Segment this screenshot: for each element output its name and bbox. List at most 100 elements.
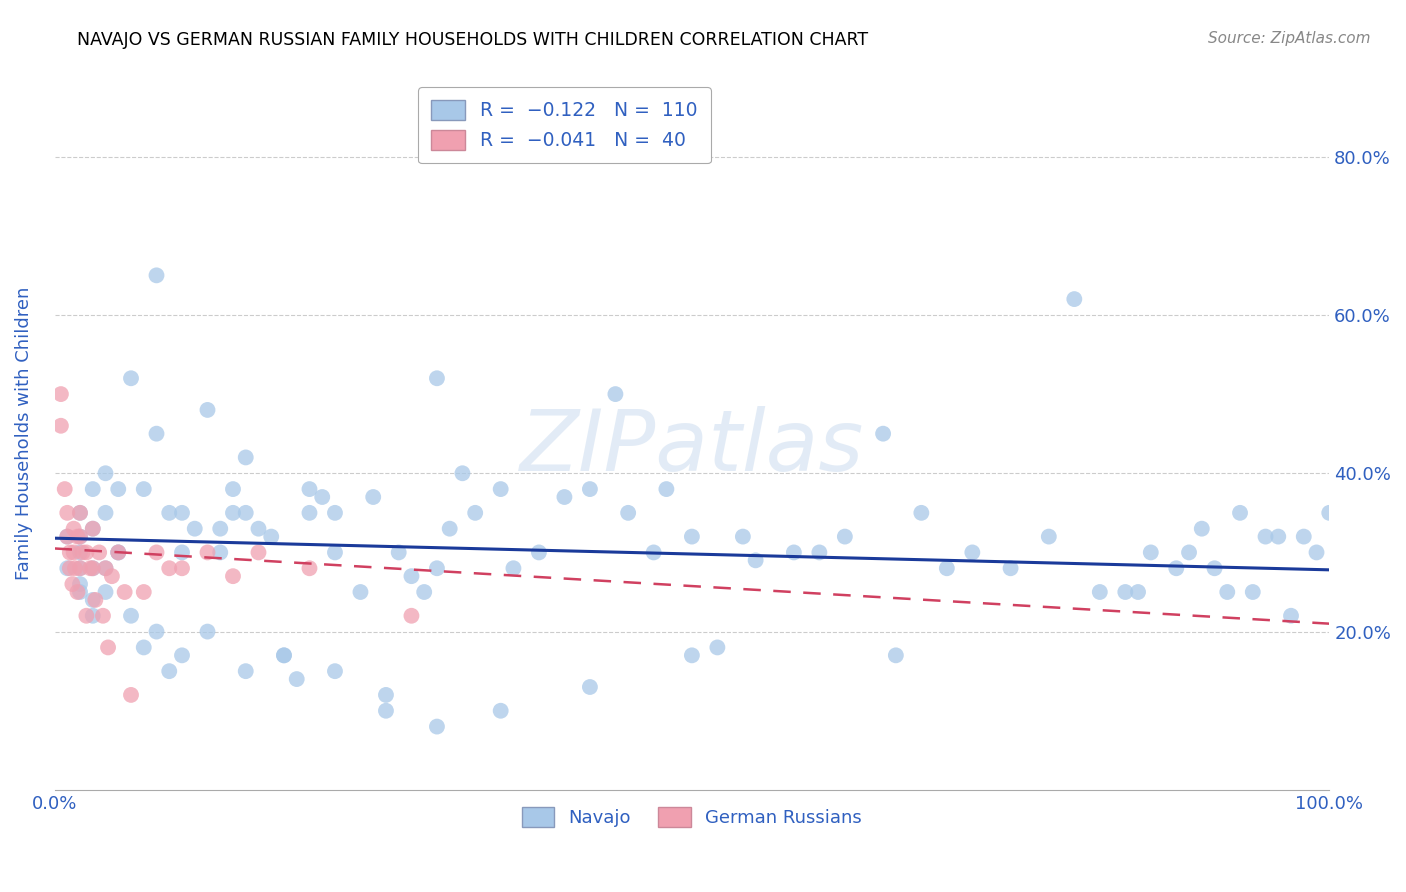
Point — [1088, 585, 1111, 599]
Point — [170, 561, 193, 575]
Point — [69, 530, 91, 544]
Point — [260, 530, 283, 544]
Point — [1063, 292, 1085, 306]
Point — [82, 561, 104, 575]
Point — [56, 530, 79, 544]
Point — [1178, 545, 1201, 559]
Text: NAVAJO VS GERMAN RUSSIAN FAMILY HOUSEHOLDS WITH CHILDREN CORRELATION CHART: NAVAJO VS GERMAN RUSSIAN FAMILY HOUSEHOL… — [77, 31, 869, 49]
Point — [145, 268, 167, 283]
Point — [349, 585, 371, 599]
Point — [59, 545, 82, 559]
Point — [59, 561, 82, 575]
Point — [1317, 506, 1340, 520]
Point — [426, 371, 449, 385]
Point — [962, 545, 984, 559]
Point — [1139, 545, 1161, 559]
Point — [72, 545, 94, 559]
Legend: Navajo, German Russians: Navajo, German Russians — [515, 800, 869, 834]
Point — [579, 482, 602, 496]
Point — [298, 482, 321, 496]
Point — [323, 664, 346, 678]
Point — [56, 530, 79, 544]
Point — [375, 704, 398, 718]
Point — [170, 506, 193, 520]
Point — [579, 680, 602, 694]
Point — [62, 522, 84, 536]
Point — [94, 585, 117, 599]
Point — [311, 490, 333, 504]
Point — [323, 506, 346, 520]
Point — [1114, 585, 1136, 599]
Point — [489, 704, 512, 718]
Point — [1305, 545, 1327, 559]
Point — [222, 506, 245, 520]
Point — [489, 482, 512, 496]
Point — [426, 720, 449, 734]
Point — [170, 648, 193, 663]
Point — [94, 467, 117, 481]
Point — [89, 545, 111, 559]
Point — [145, 624, 167, 639]
Point — [69, 545, 91, 559]
Point — [502, 561, 524, 575]
Point — [75, 608, 97, 623]
Point — [451, 467, 474, 481]
Point — [426, 561, 449, 575]
Point — [69, 585, 91, 599]
Point — [388, 545, 411, 559]
Point — [1216, 585, 1239, 599]
Point — [235, 506, 257, 520]
Point — [49, 418, 72, 433]
Point — [94, 561, 117, 575]
Point — [69, 530, 91, 544]
Point — [285, 672, 308, 686]
Point — [82, 593, 104, 607]
Point — [63, 561, 86, 575]
Point — [235, 664, 257, 678]
Point — [910, 506, 932, 520]
Point — [655, 482, 678, 496]
Point — [808, 545, 831, 559]
Point — [1000, 561, 1022, 575]
Point — [401, 569, 423, 583]
Point — [1279, 608, 1302, 623]
Point — [82, 522, 104, 536]
Text: ZIPatlas: ZIPatlas — [520, 407, 865, 490]
Point — [298, 561, 321, 575]
Point — [209, 522, 232, 536]
Point — [184, 522, 207, 536]
Point — [375, 688, 398, 702]
Point — [94, 506, 117, 520]
Point — [361, 490, 384, 504]
Point — [75, 545, 97, 559]
Point — [145, 545, 167, 559]
Point — [1126, 585, 1149, 599]
Point — [107, 482, 129, 496]
Point — [132, 640, 155, 655]
Point — [157, 664, 180, 678]
Point — [413, 585, 436, 599]
Point — [1229, 506, 1251, 520]
Point — [69, 577, 91, 591]
Point — [69, 506, 91, 520]
Point — [82, 482, 104, 496]
Point — [82, 522, 104, 536]
Point — [783, 545, 806, 559]
Point — [69, 506, 91, 520]
Point — [91, 608, 114, 623]
Point — [60, 577, 83, 591]
Point — [222, 569, 245, 583]
Point — [935, 561, 957, 575]
Point — [605, 387, 627, 401]
Point — [132, 482, 155, 496]
Point — [132, 585, 155, 599]
Point — [107, 545, 129, 559]
Point — [49, 387, 72, 401]
Point — [197, 624, 219, 639]
Point — [439, 522, 461, 536]
Point — [247, 545, 270, 559]
Point — [114, 585, 136, 599]
Text: Source: ZipAtlas.com: Source: ZipAtlas.com — [1208, 31, 1371, 46]
Point — [1241, 585, 1264, 599]
Point — [66, 530, 89, 544]
